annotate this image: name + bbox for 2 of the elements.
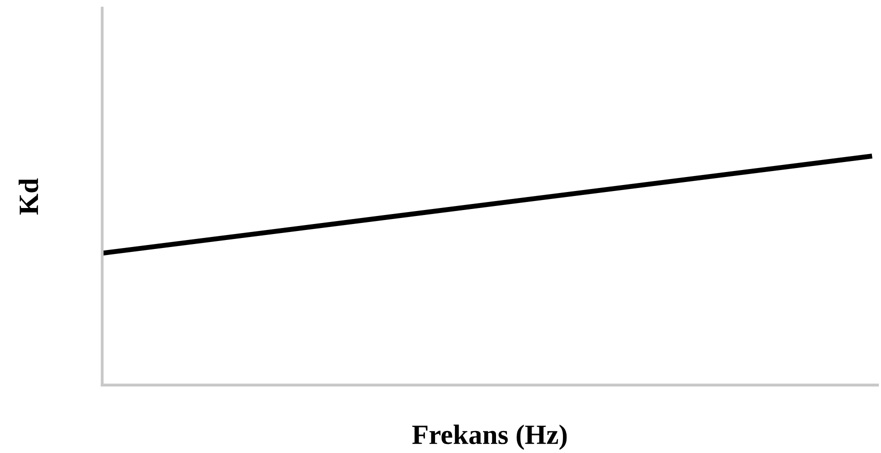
y-axis-title: Kd <box>18 178 38 215</box>
x-axis-title: Frekans (Hz) <box>412 424 567 450</box>
